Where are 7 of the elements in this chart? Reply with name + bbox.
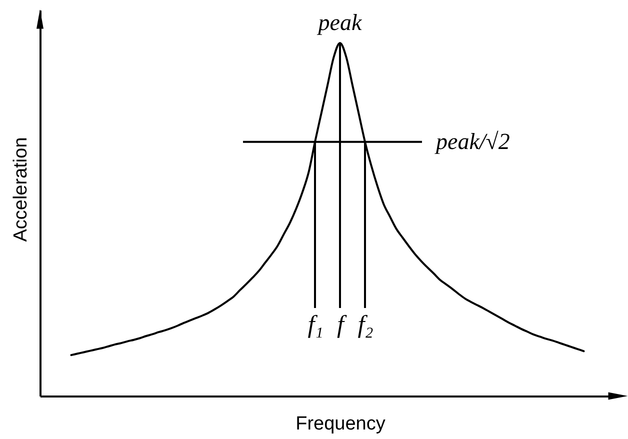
y-axis-title: Acceleration <box>10 137 32 242</box>
x-tick-label: f <box>337 312 348 338</box>
x-axis-title: Frequency <box>296 414 386 434</box>
ref-line-label: peak/√2 <box>434 128 510 154</box>
annotation: peak <box>316 10 362 35</box>
x-tick-label: f₁ <box>308 312 324 338</box>
x-tick-label: f₂ <box>358 312 374 338</box>
